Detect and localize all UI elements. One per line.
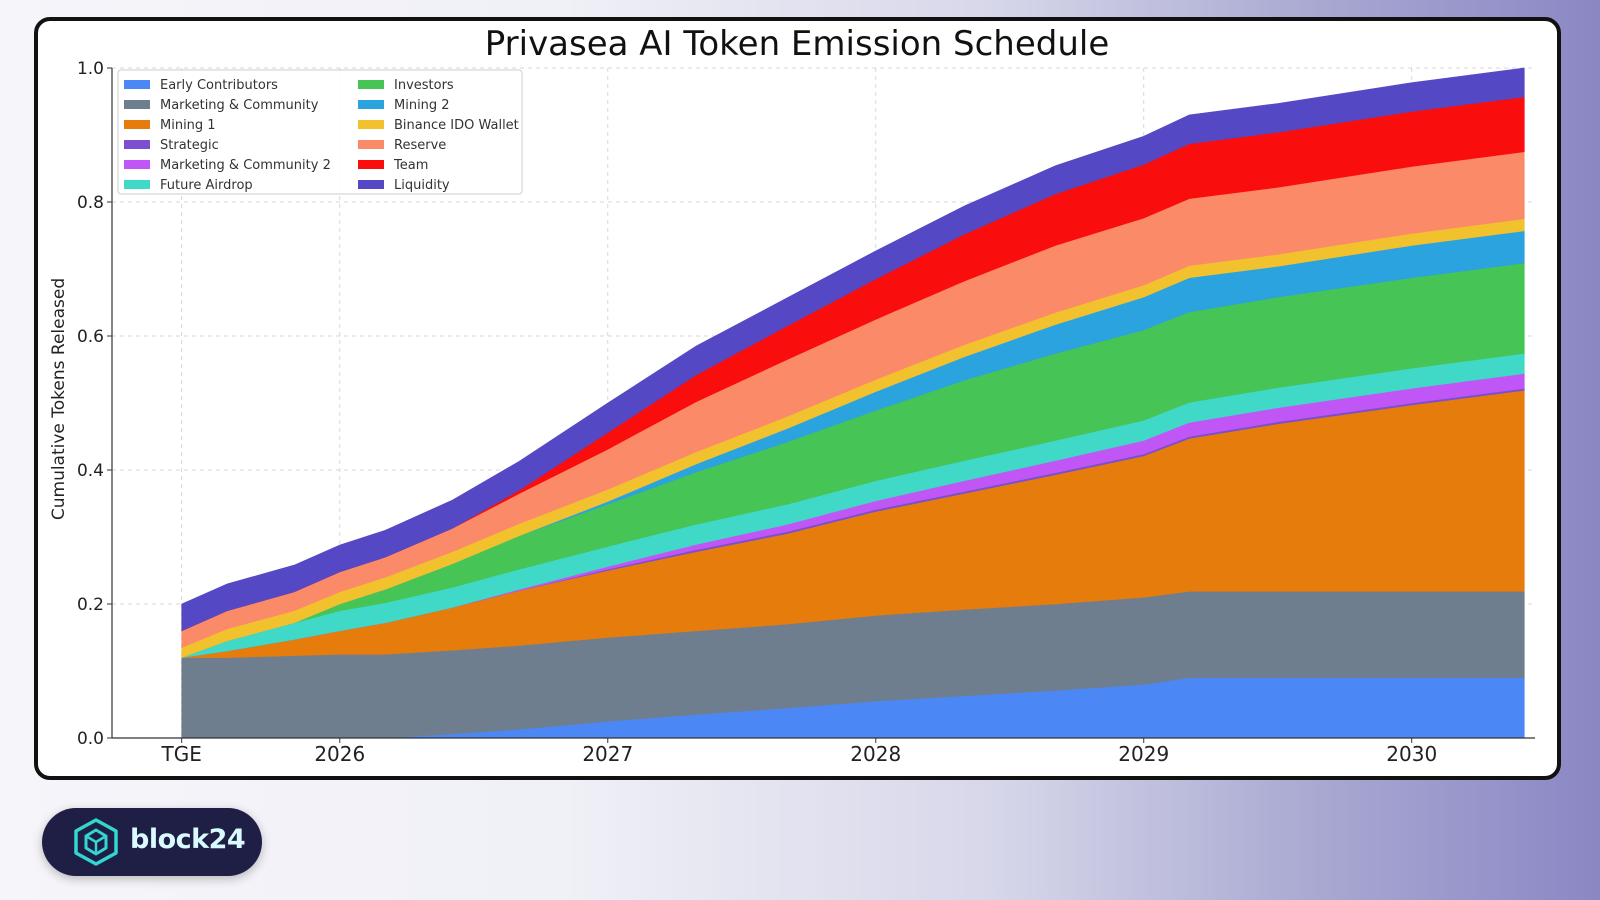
legend-item: Binance IDO Wallet [358, 118, 519, 133]
legend-label: Marketing & Community [160, 98, 319, 113]
legend: Early Contributors Marketing & Community M… [117, 69, 523, 195]
legend-label: Early Contributors [160, 78, 278, 93]
y-tick-label: 1.0 [77, 59, 104, 79]
area-liquidity [181, 67, 1525, 632]
legend-swatch [124, 80, 150, 89]
y-tick-label: 0.4 [77, 461, 104, 481]
legend-swatch [124, 180, 150, 189]
legend-swatch [124, 140, 150, 149]
x-tick-label: 2028 [850, 742, 901, 766]
legend-label: Marketing & Community 2 [160, 158, 331, 173]
brand-badge: block24 [42, 808, 262, 876]
y-axis-label: Cumulative Tokens Released [49, 278, 69, 520]
chart-card: 0.0 0.2 0.4 0.6 0.8 1.0 TGE 2026 2027 2028 2029 203… [34, 17, 1561, 780]
chart-title: Privasea AI Token Emission Schedule [485, 24, 1110, 64]
legend-item: Strategic [124, 138, 219, 153]
legend-item: Team [358, 158, 428, 173]
legend-label: Strategic [160, 138, 219, 153]
brand-name: block24 [130, 824, 246, 855]
legend-label: Mining 1 [160, 118, 216, 133]
legend-label: Team [393, 158, 428, 173]
legend-label: Reserve [394, 138, 446, 153]
y-tick-label: 0.8 [77, 193, 104, 213]
legend-item: Mining 2 [358, 98, 450, 113]
y-tick-label: 0.6 [77, 327, 104, 347]
legend-item: Future Airdrop [124, 178, 253, 193]
emission-chart: 0.0 0.2 0.4 0.6 0.8 1.0 TGE 2026 2027 2028 2029 203… [49, 24, 1535, 766]
x-tick-label: 2030 [1386, 742, 1437, 766]
legend-item: Marketing & Community 2 [124, 158, 331, 173]
legend-item: Early Contributors [124, 78, 278, 93]
legend-swatch [124, 100, 150, 109]
legend-box [117, 69, 523, 195]
legend-swatch [358, 160, 384, 169]
legend-swatch [124, 120, 150, 129]
legend-item: Reserve [358, 138, 446, 153]
legend-label: Liquidity [394, 178, 450, 193]
x-tick-label: TGE [160, 742, 201, 766]
legend-item: Investors [358, 78, 454, 93]
area-layer [181, 67, 1525, 739]
x-tick-label: 2026 [314, 742, 365, 766]
x-tick-label: 2027 [582, 742, 633, 766]
axis-layer: 0.0 0.2 0.4 0.6 0.8 1.0 TGE 2026 2027 2028 2029 203… [77, 59, 1535, 766]
legend-item: Mining 1 [124, 118, 216, 133]
legend-item: Liquidity [358, 178, 450, 193]
legend-swatch [358, 140, 384, 149]
legend-label: Binance IDO Wallet [394, 118, 519, 133]
legend-label: Mining 2 [394, 98, 450, 113]
legend-swatch [124, 160, 150, 169]
legend-swatch [358, 120, 384, 129]
x-tick-label: 2029 [1118, 742, 1169, 766]
hexagon-cube-icon [74, 818, 118, 866]
y-tick-label: 0.2 [77, 595, 104, 615]
legend-swatch [358, 100, 384, 109]
y-tick-label: 0.0 [77, 729, 104, 749]
legend-swatch [358, 180, 384, 189]
legend-label: Future Airdrop [160, 178, 253, 193]
legend-item: Marketing & Community [124, 98, 319, 113]
legend-swatch [358, 80, 384, 89]
legend-label: Investors [394, 78, 454, 93]
